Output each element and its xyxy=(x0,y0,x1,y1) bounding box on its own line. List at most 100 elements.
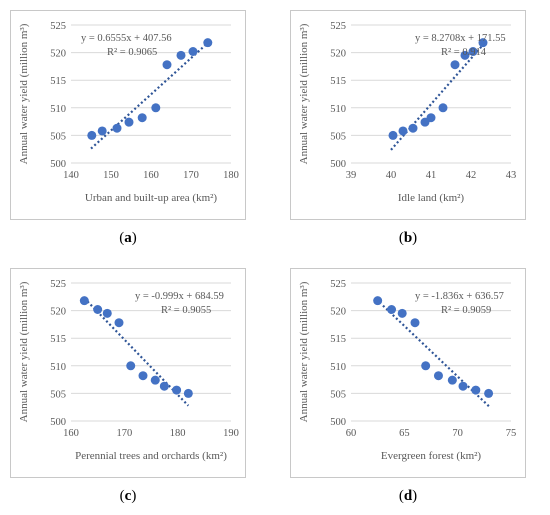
data-point xyxy=(468,46,478,56)
y-tick-label: 515 xyxy=(50,334,66,345)
data-point xyxy=(126,361,136,371)
y-tick-label: 510 xyxy=(50,104,66,115)
caption-b-letter: b xyxy=(403,230,413,246)
equation-label: y = -1.836x + 636.57 xyxy=(415,291,504,302)
x-tick-label: 39 xyxy=(346,170,357,181)
x-tick-label: 140 xyxy=(63,170,79,181)
caption-c-letter: c xyxy=(124,488,132,504)
y-tick-label: 505 xyxy=(50,131,66,142)
x-tick-label: 75 xyxy=(506,428,517,439)
x-tick-label: 160 xyxy=(63,428,79,439)
caption-c: (c) xyxy=(119,488,137,504)
r-squared-label: R² = 0.9065 xyxy=(107,47,157,58)
data-point xyxy=(421,361,431,371)
data-point xyxy=(447,375,457,385)
data-point xyxy=(373,296,383,306)
data-point xyxy=(450,60,460,70)
data-point xyxy=(124,117,134,127)
y-tick-label: 520 xyxy=(50,49,66,60)
data-point xyxy=(159,381,169,391)
caption-d: (d) xyxy=(398,488,418,504)
x-tick-label: 170 xyxy=(183,170,199,181)
y-axis-label: Annual water yield (million m³) xyxy=(18,281,30,422)
data-point xyxy=(438,103,448,113)
data-point xyxy=(471,385,481,395)
y-tick-label: 505 xyxy=(50,389,66,400)
x-tick-label: 70 xyxy=(452,428,463,439)
chart-panel-a: 500 505 510 515 520 525 140 150 160 170 180 Annual … xyxy=(10,10,246,220)
y-tick-label: 500 xyxy=(330,159,346,170)
y-tick-label: 510 xyxy=(330,104,346,115)
data-point xyxy=(387,304,397,314)
y-axis-label: Annual water yield (million m³) xyxy=(18,23,30,164)
data-point xyxy=(460,50,470,60)
data-point xyxy=(138,371,148,381)
data-point xyxy=(408,123,418,133)
r-squared-label: R² = 0.9055 xyxy=(161,305,211,316)
x-tick-label: 42 xyxy=(466,170,477,181)
data-point xyxy=(87,130,97,140)
equation-label: y = 0.6555x + 407.56 xyxy=(81,33,172,44)
data-point xyxy=(397,308,407,318)
data-point xyxy=(458,381,468,391)
x-tick-label: 65 xyxy=(399,428,410,439)
chart-d: 500 505 510 515 520 525 60 65 70 75 Annual water y… xyxy=(298,279,517,462)
y-tick-label: 500 xyxy=(50,417,66,428)
x-tick-label: 170 xyxy=(116,428,132,439)
caption-b: (b) xyxy=(398,230,418,246)
data-point xyxy=(426,113,436,123)
data-point xyxy=(172,385,182,395)
data-point xyxy=(398,126,408,136)
y-tick-label: 515 xyxy=(330,334,346,345)
data-point xyxy=(388,130,398,140)
data-point xyxy=(79,296,89,306)
caption-a-letter: a xyxy=(124,230,132,246)
y-tick-label: 500 xyxy=(50,159,66,170)
x-tick-label: 43 xyxy=(506,170,517,181)
data-point xyxy=(433,371,443,381)
x-tick-label: 190 xyxy=(223,428,239,439)
y-tick-label: 520 xyxy=(330,49,346,60)
data-point xyxy=(150,375,160,385)
data-point xyxy=(188,46,198,56)
x-tick-label: 41 xyxy=(426,170,437,181)
data-point xyxy=(410,318,420,328)
caption-d-letter: d xyxy=(403,488,413,504)
x-tick-label: 160 xyxy=(143,170,159,181)
x-axis-label: Perennial trees and orchards (km²) xyxy=(75,450,227,462)
y-tick-label: 525 xyxy=(330,279,346,290)
equation-label: y = -0.999x + 684.59 xyxy=(135,291,224,302)
y-tick-label: 500 xyxy=(330,417,346,428)
y-axis-label: Annual water yield (million m³) xyxy=(298,23,310,164)
x-axis-label: Urban and built-up area (km²) xyxy=(85,192,218,204)
chart-c: 500 505 510 515 520 525 160 170 180 190 Annual wat… xyxy=(18,279,239,462)
data-point xyxy=(112,123,122,133)
y-tick-label: 510 xyxy=(330,362,346,373)
y-tick-label: 510 xyxy=(50,362,66,373)
x-axis-label: Idle land (km²) xyxy=(398,192,465,204)
data-point xyxy=(97,126,107,136)
chart-panel-c: 500 505 510 515 520 525 160 170 180 190 Annual wat… xyxy=(10,268,246,478)
r-squared-label: R² = 0.9059 xyxy=(441,305,491,316)
y-tick-label: 515 xyxy=(50,76,66,87)
y-tick-label: 525 xyxy=(330,21,346,32)
caption-a: (a) xyxy=(119,230,137,246)
x-tick-label: 180 xyxy=(223,170,239,181)
x-tick-label: 150 xyxy=(103,170,119,181)
y-tick-label: 505 xyxy=(330,389,346,400)
data-point xyxy=(203,38,213,48)
data-point xyxy=(183,388,193,398)
data-point xyxy=(162,60,172,70)
y-tick-label: 525 xyxy=(50,279,66,290)
data-point xyxy=(137,113,147,123)
chart-panel-b: 500 505 510 515 520 525 39 40 41 42 43 Annual water… xyxy=(290,10,526,220)
data-point xyxy=(114,318,124,328)
data-point xyxy=(93,304,103,314)
equation-label: y = 8.2708x + 171.55 xyxy=(415,33,506,44)
y-tick-label: 515 xyxy=(330,76,346,87)
r-squared-label: R² = 0.914 xyxy=(441,47,487,58)
y-tick-label: 505 xyxy=(330,131,346,142)
data-point xyxy=(478,38,488,48)
y-tick-label: 525 xyxy=(50,21,66,32)
data-point xyxy=(484,388,494,398)
